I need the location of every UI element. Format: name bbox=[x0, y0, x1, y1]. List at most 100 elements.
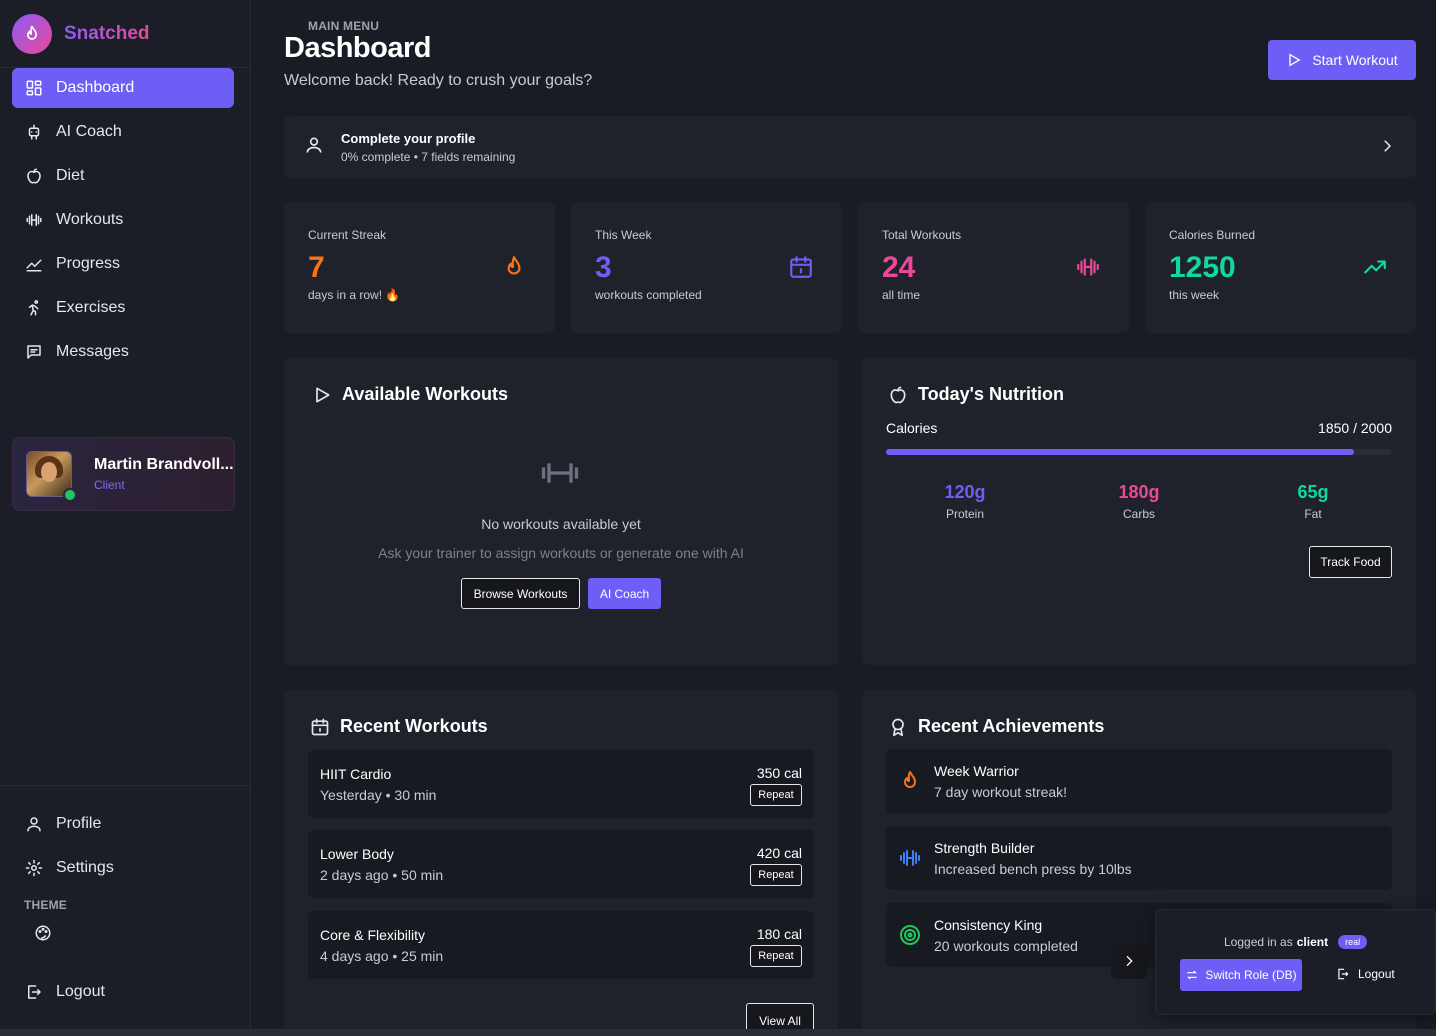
workout-name: Lower Body bbox=[320, 846, 394, 862]
achievement-item: Week Warrior 7 day workout streak! bbox=[886, 749, 1392, 813]
stat-label: Current Streak bbox=[308, 228, 387, 242]
sidebar-bottom: Profile Settings THEME Logout bbox=[0, 785, 251, 1016]
start-workout-button[interactable]: Start Workout bbox=[1268, 40, 1416, 80]
achievements-panel: Recent Achievements Week Warrior 7 day w… bbox=[862, 690, 1416, 1036]
award-icon bbox=[892, 718, 904, 736]
workout-calories: 180 cal bbox=[756, 926, 802, 942]
achievement-desc: 20 workouts completed bbox=[934, 938, 1078, 954]
play-icon bbox=[1289, 53, 1302, 67]
sidebar-item-label: AI Coach bbox=[56, 123, 122, 140]
calories-label: Calories bbox=[886, 420, 938, 436]
theme-label: THEME bbox=[24, 898, 67, 912]
calories-value: 1850 / 2000 bbox=[1318, 420, 1392, 436]
empty-state-title: No workouts available yet bbox=[481, 516, 641, 532]
panel-title-label: Available Workouts bbox=[342, 384, 509, 404]
brand[interactable]: Snatched bbox=[0, 0, 250, 68]
macro-fat: 65g Fat bbox=[1253, 482, 1373, 521]
stat-card-total-workouts: Total Workouts 24 all time bbox=[858, 202, 1129, 333]
dumbbell-icon bbox=[898, 846, 922, 875]
available-workouts-title: Available Workouts bbox=[312, 384, 508, 405]
avatar bbox=[26, 451, 77, 502]
brand-name: Snatched bbox=[64, 22, 150, 44]
panel-title-label: Today's Nutrition bbox=[918, 384, 1064, 404]
sidebar-item-messages[interactable]: Messages bbox=[12, 332, 234, 372]
recent-workout-item[interactable]: Lower Body 2 days ago • 50 min 420 cal R… bbox=[308, 830, 814, 898]
user-icon bbox=[24, 814, 44, 834]
stat-card-streak: Current Streak 7 days in a row! 🔥 bbox=[284, 202, 555, 333]
gear-icon bbox=[24, 858, 44, 878]
macro-value: 120g bbox=[944, 482, 986, 502]
calendar-icon bbox=[788, 254, 814, 285]
repeat-button[interactable]: Repeat bbox=[750, 864, 802, 886]
current-role: client bbox=[1296, 935, 1329, 949]
sidebar-item-ai-coach[interactable]: AI Coach bbox=[12, 112, 234, 152]
sidebar-item-settings[interactable]: Settings bbox=[12, 848, 235, 888]
achievement-desc: 7 day workout streak! bbox=[934, 784, 1068, 800]
user-card[interactable]: Martin Brandvoll... Client bbox=[12, 437, 235, 511]
sidebar-item-label: Settings bbox=[56, 859, 114, 876]
role-switcher-popup: Logged in as client real Switch Role (DB… bbox=[1155, 909, 1436, 1015]
recent-workout-item[interactable]: HIIT Cardio Yesterday • 30 min 350 cal R… bbox=[308, 750, 814, 818]
palette-icon[interactable] bbox=[32, 922, 54, 944]
profile-banner-subtitle: 0% complete • 7 fields remaining bbox=[341, 149, 516, 164]
recent-workouts-title: Recent Workouts bbox=[310, 716, 488, 737]
repeat-button[interactable]: Repeat bbox=[750, 784, 802, 806]
sidebar-item-progress[interactable]: Progress bbox=[12, 244, 234, 284]
start-workout-label: Start Workout bbox=[1312, 52, 1398, 68]
target-icon bbox=[898, 923, 922, 952]
dumbbell-icon bbox=[24, 210, 44, 230]
achievement-item: Strength Builder Increased bench press b… bbox=[886, 826, 1392, 890]
panel-title-label: Recent Achievements bbox=[918, 716, 1105, 736]
macro-label: Fat bbox=[1304, 507, 1322, 521]
nutrition-panel: Today's Nutrition Calories 1850 / 2000 1… bbox=[862, 358, 1416, 665]
bot-icon bbox=[24, 122, 44, 142]
sidebar-item-profile[interactable]: Profile bbox=[12, 804, 235, 844]
sidebar-item-diet[interactable]: Diet bbox=[12, 156, 234, 196]
complete-profile-banner[interactable]: Complete your profile 0% complete • 7 fi… bbox=[284, 116, 1416, 178]
chevron-right-icon bbox=[1378, 137, 1396, 160]
page-subtitle: Welcome back! Ready to crush your goals? bbox=[284, 72, 593, 89]
macro-protein: 120g Protein bbox=[905, 482, 1025, 521]
main-menu-label: MAIN MENU bbox=[308, 19, 380, 33]
workout-name: HIIT Cardio bbox=[320, 766, 392, 782]
sidebar: Snatched MAIN MENU Dashboard AI Coach Di… bbox=[0, 0, 379, 1036]
sidebar-item-label: Messages bbox=[56, 343, 129, 360]
stat-card-this-week: This Week 3 workouts completed bbox=[571, 202, 842, 333]
role-switcher-toggle[interactable] bbox=[1111, 943, 1147, 979]
macro-label: Protein bbox=[945, 507, 985, 521]
popup-logout-button[interactable]: Logout bbox=[1336, 967, 1395, 981]
stat-sub: days in a row! 🔥 bbox=[308, 288, 401, 302]
stat-value: 3 bbox=[595, 251, 612, 284]
chart-line-icon bbox=[24, 254, 44, 274]
sidebar-item-label: Logout bbox=[56, 983, 105, 1000]
sidebar-item-dashboard[interactable]: Dashboard bbox=[12, 68, 234, 108]
track-food-button[interactable]: Track Food bbox=[1309, 546, 1392, 578]
stat-label: Total Workouts bbox=[882, 228, 962, 242]
browse-workouts-button[interactable]: Browse Workouts bbox=[461, 578, 580, 609]
ai-coach-button[interactable]: AI Coach bbox=[588, 578, 661, 609]
repeat-button[interactable]: Repeat bbox=[750, 945, 802, 967]
sidebar-item-logout[interactable]: Logout bbox=[12, 972, 235, 1012]
achievement-name: Consistency King bbox=[934, 917, 1043, 933]
sidebar-item-exercises[interactable]: Exercises bbox=[12, 288, 234, 328]
available-workouts-panel: Available Workouts No workouts available… bbox=[284, 358, 838, 665]
achievement-desc: Increased bench press by 10lbs bbox=[934, 861, 1132, 877]
calories-progress-bar bbox=[886, 449, 1392, 455]
switch-role-button[interactable]: Switch Role (DB) bbox=[1180, 959, 1302, 991]
dumbbell-icon bbox=[1075, 254, 1101, 285]
horizontal-scrollbar[interactable] bbox=[0, 1029, 1436, 1036]
stat-sub: workouts completed bbox=[595, 288, 702, 302]
recent-workout-item[interactable]: Core & Flexibility 4 days ago • 25 min 1… bbox=[308, 911, 814, 979]
workout-meta: 4 days ago • 25 min bbox=[320, 948, 444, 964]
sidebar-item-workouts[interactable]: Workouts bbox=[12, 200, 234, 240]
flame-icon bbox=[898, 769, 922, 798]
apple-icon bbox=[24, 166, 44, 186]
stat-value: 7 bbox=[308, 251, 325, 284]
profile-banner-title: Complete your profile bbox=[341, 130, 476, 146]
chevron-right-icon bbox=[1126, 955, 1133, 967]
message-icon bbox=[24, 342, 44, 362]
popup-logout-label: Logout bbox=[1358, 967, 1395, 981]
recent-workouts-panel: Recent Workouts HIIT Cardio Yesterday • … bbox=[284, 690, 838, 1036]
sidebar-item-label: Workouts bbox=[56, 211, 124, 228]
logged-in-prefix: Logged in as bbox=[1224, 935, 1293, 949]
